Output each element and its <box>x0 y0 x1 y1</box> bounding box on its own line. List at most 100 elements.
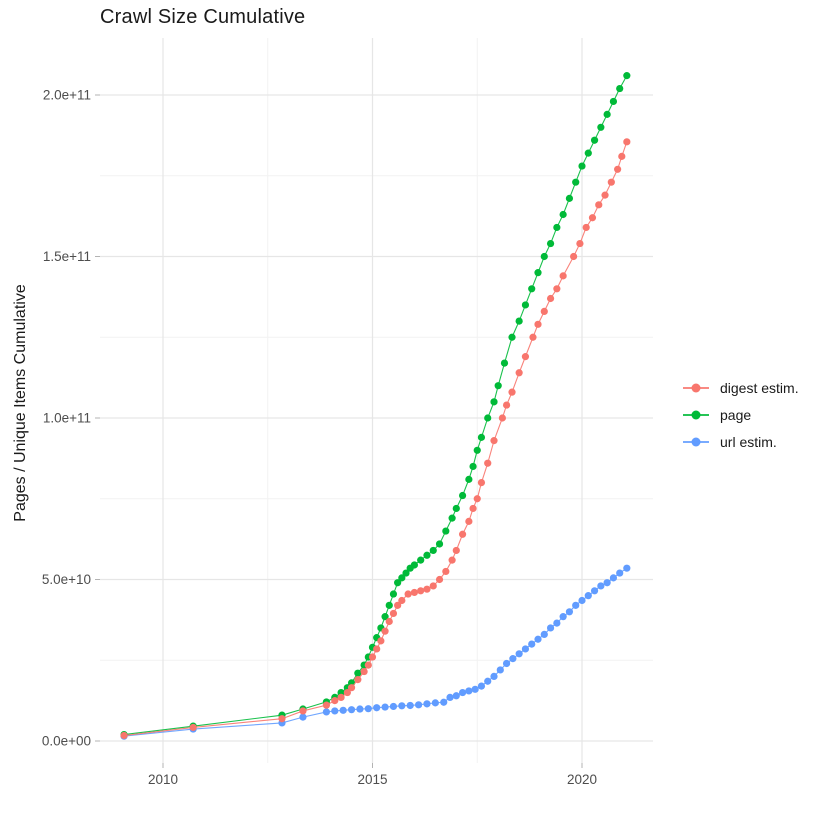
data-point <box>546 294 555 303</box>
data-point <box>603 110 611 118</box>
data-point <box>500 359 509 367</box>
y-tick-label: 0.0e+00 <box>42 734 91 749</box>
data-point <box>540 252 548 261</box>
data-point <box>331 707 339 715</box>
y-tick-label: 2.0e+11 <box>43 88 91 103</box>
data-point <box>490 398 498 406</box>
data-point <box>572 178 580 186</box>
data-point <box>368 653 377 661</box>
data-point <box>559 272 567 280</box>
data-point <box>417 556 425 564</box>
data-point <box>442 527 450 535</box>
data-point <box>509 655 517 663</box>
data-point <box>343 688 351 697</box>
data-point <box>546 624 555 632</box>
data-point <box>508 333 516 341</box>
data-point <box>515 369 523 377</box>
data-point <box>423 551 431 559</box>
data-point <box>331 697 339 705</box>
data-point <box>540 307 548 316</box>
data-point <box>469 462 477 471</box>
data-point <box>423 700 431 708</box>
data-point <box>477 433 486 441</box>
data-point <box>603 579 611 587</box>
data-point <box>322 701 331 709</box>
data-point <box>429 582 437 590</box>
data-point <box>458 688 467 697</box>
data-point <box>508 388 516 396</box>
data-point <box>494 382 502 390</box>
data-point <box>553 619 561 627</box>
data-point <box>360 667 368 676</box>
data-point <box>431 699 439 707</box>
data-point <box>120 731 128 740</box>
data-point <box>435 540 444 548</box>
data-point <box>337 693 345 701</box>
data-point <box>381 703 389 711</box>
data-point <box>623 138 631 146</box>
data-point <box>465 687 473 695</box>
legend-key-digest-icon <box>683 380 709 396</box>
data-point <box>473 446 481 454</box>
data-point <box>278 715 286 723</box>
data-point <box>576 239 584 248</box>
data-point <box>406 701 414 710</box>
data-point <box>389 590 398 598</box>
x-tick-label: 2010 <box>148 772 178 787</box>
data-point <box>377 637 385 645</box>
data-point <box>546 239 555 248</box>
data-point <box>582 223 590 232</box>
data-point <box>570 252 578 261</box>
data-point <box>498 414 506 422</box>
data-point <box>364 661 372 669</box>
x-tick-label: 2015 <box>357 772 387 787</box>
data-point <box>429 546 437 555</box>
data-point <box>578 162 586 170</box>
legend-label-digest: digest estim. <box>720 380 799 396</box>
data-point <box>381 627 389 635</box>
data-point <box>584 592 592 600</box>
legend-item-page: page <box>683 407 799 423</box>
legend-key-url-icon <box>683 434 709 450</box>
legend-item-digest: digest estim. <box>683 380 799 396</box>
data-point <box>458 491 467 500</box>
gridlines <box>100 38 653 763</box>
data-point <box>616 84 624 93</box>
data-point <box>590 136 599 144</box>
data-point <box>452 692 460 700</box>
data-point <box>471 685 479 693</box>
data-point <box>435 575 444 584</box>
data-point <box>394 579 402 587</box>
data-point <box>490 437 498 445</box>
data-point <box>385 601 393 609</box>
data-point <box>565 194 574 202</box>
data-point <box>588 214 597 222</box>
data-point <box>410 561 418 569</box>
data-point <box>609 574 618 582</box>
data-point <box>299 713 307 721</box>
series-page <box>120 72 631 739</box>
y-tick-label: 1.5e+11 <box>43 249 91 264</box>
y-axis-title: Pages / Unique Items Cumulative <box>12 284 29 522</box>
data-point <box>398 574 406 582</box>
data-point <box>528 640 536 648</box>
data-point <box>446 693 454 701</box>
data-point <box>381 613 389 621</box>
data-point <box>322 708 331 716</box>
data-point <box>417 587 425 595</box>
data-point <box>347 684 356 692</box>
data-point <box>448 514 456 522</box>
data-point <box>373 704 381 712</box>
data-point <box>398 702 406 710</box>
data-point <box>404 590 412 598</box>
data-point <box>356 705 364 713</box>
data-point <box>452 504 460 513</box>
legend-item-url: url estim. <box>683 434 799 450</box>
data-point <box>354 669 362 677</box>
data-point <box>484 677 492 685</box>
data-point <box>414 701 423 709</box>
data-point <box>521 645 530 653</box>
data-point <box>540 630 548 639</box>
